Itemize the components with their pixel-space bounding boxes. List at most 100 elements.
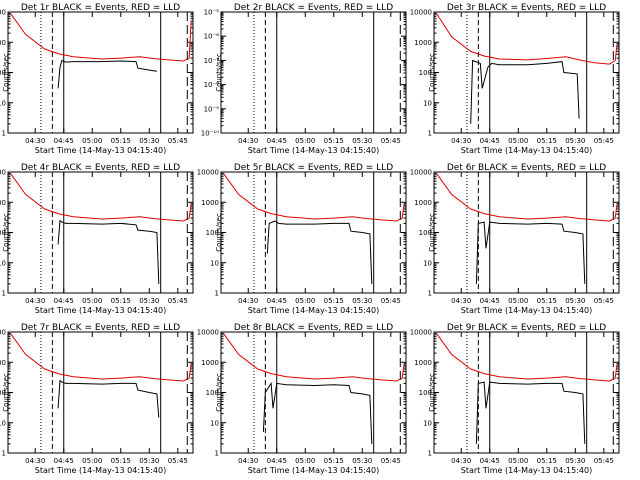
x-tick-label: 05:15 [111,457,131,465]
series-red-line [10,13,192,62]
y-axis-label: Counts/sec [2,53,10,92]
y-tick-label: 1000 [201,359,219,367]
detector-panel-1: Det 1r BLACK = Events, RED = LLD Counts/s… [0,3,194,155]
series-red-line [223,173,405,222]
series-black-line [57,59,157,89]
y-tick-label: 1 [2,450,6,458]
y-axis-label: Counts/sec [2,373,10,412]
y-tick-label: 1 [428,450,432,458]
y-axis-label: Counts/sec [428,213,436,252]
y-tick-label: 10 [0,419,6,427]
y-tick-label: 100 [206,229,219,237]
x-tick-label: 05:15 [111,137,131,145]
x-axis-label: Start Time (14-May-13 04:15:40) [35,146,166,155]
y-tick-label: 1000 [0,359,6,367]
x-tick-label: 05:30 [139,457,159,465]
plot-frame [7,171,194,294]
x-tick-label: 04:30 [451,297,471,305]
x-tick-label: 05:00 [295,297,315,305]
y-tick-label: 10000 [0,329,6,337]
plot-frame [7,331,194,454]
x-tick-label: 05:30 [352,137,372,145]
y-tick-label: 1000 [0,39,6,47]
y-tick-label: 10 [0,99,6,107]
y-tick-label: 100 [419,389,432,397]
x-tick-label: 05:15 [537,297,557,305]
series-red-line [436,13,618,65]
x-tick-label: 05:15 [111,297,131,305]
series-black-line [470,59,580,124]
y-tick-label: 1 [2,130,6,138]
y-tick-label: 100 [0,229,6,237]
plot-frame [433,11,620,134]
y-axis-label: Counts/sec [215,53,223,92]
panel-title: Det 9r BLACK = Events, RED = LLD [447,323,606,333]
detector-panel-8: Det 8r BLACK = Events, RED = LLD Counts/s… [197,323,407,475]
x-tick-label: 05:30 [139,137,159,145]
x-tick-label: 05:15 [537,137,557,145]
series-black-line [475,381,586,444]
x-tick-label: 04:30 [238,457,258,465]
series-black-line [57,219,160,284]
panel-title: Det 5r BLACK = Events, RED = LLD [234,163,393,173]
plot-frame [433,171,620,294]
y-tick-label: 10⁻⁶ [204,33,220,41]
y-axis-label: Counts/sec [428,53,436,92]
y-tick-label: 1000 [414,199,432,207]
x-tick-label: 04:30 [25,457,45,465]
x-tick-label: 05:45 [168,457,188,465]
detector-panel-5: Det 5r BLACK = Events, RED = LLD Counts/s… [197,163,407,315]
x-tick-label: 05:45 [594,297,614,305]
x-tick-label: 05:15 [324,137,344,145]
x-tick-label: 05:00 [508,137,528,145]
x-axis-label: Start Time (14-May-13 04:15:40) [248,306,379,315]
y-tick-label: 10000 [0,9,6,17]
x-axis-label: Start Time (14-May-13 04:15:40) [461,306,592,315]
x-tick-label: 04:30 [25,297,45,305]
detector-panel-3: Det 3r BLACK = Events, RED = LLD Counts/s… [410,3,620,155]
y-tick-label: 10000 [410,169,432,177]
y-tick-label: 1000 [414,39,432,47]
series-red-line [10,173,192,222]
y-axis-label: Counts/sec [215,373,223,412]
panel-title: Det 2r BLACK = Events, RED = LLD [234,3,393,13]
x-tick-label: 04:30 [451,137,471,145]
series-black-line [475,221,586,284]
y-axis-label: Counts/sec [428,373,436,412]
detector-panel-7: Det 7r BLACK = Events, RED = LLD Counts/s… [0,323,194,475]
x-axis-label: Start Time (14-May-13 04:15:40) [461,146,592,155]
x-tick-label: 05:30 [565,297,585,305]
x-tick-label: 04:45 [267,457,287,465]
x-tick-label: 04:30 [238,297,258,305]
x-tick-label: 04:45 [54,457,74,465]
x-tick-label: 04:30 [25,137,45,145]
x-tick-label: 04:45 [267,297,287,305]
series-black-line [57,379,160,418]
x-tick-label: 05:45 [168,297,188,305]
y-tick-label: 10⁻⁸ [204,81,220,89]
y-tick-label: 10⁻⁷ [204,57,220,65]
y-tick-label: 10⁻⁵ [204,9,220,17]
y-tick-label: 1 [215,290,219,298]
y-tick-label: 10⁻¹⁰ [201,130,219,138]
y-tick-label: 1 [428,290,432,298]
y-tick-label: 1000 [414,359,432,367]
x-axis-label: Start Time (14-May-13 04:15:40) [35,306,166,315]
x-tick-label: 05:15 [324,457,344,465]
plot-frame [220,11,407,134]
x-tick-label: 05:45 [381,297,401,305]
x-tick-label: 05:30 [565,457,585,465]
y-tick-label: 100 [206,389,219,397]
y-tick-label: 10 [210,259,219,267]
panel-title: Det 8r BLACK = Events, RED = LLD [234,323,393,333]
y-tick-label: 10 [423,419,432,427]
x-tick-label: 05:15 [537,457,557,465]
y-tick-label: 10000 [197,329,219,337]
x-tick-label: 05:45 [594,137,614,145]
x-tick-label: 05:00 [82,457,102,465]
x-tick-label: 05:30 [139,297,159,305]
detector-panel-6: Det 6r BLACK = Events, RED = LLD Counts/s… [410,163,620,315]
y-tick-label: 10000 [197,169,219,177]
plot-frame [7,11,194,134]
